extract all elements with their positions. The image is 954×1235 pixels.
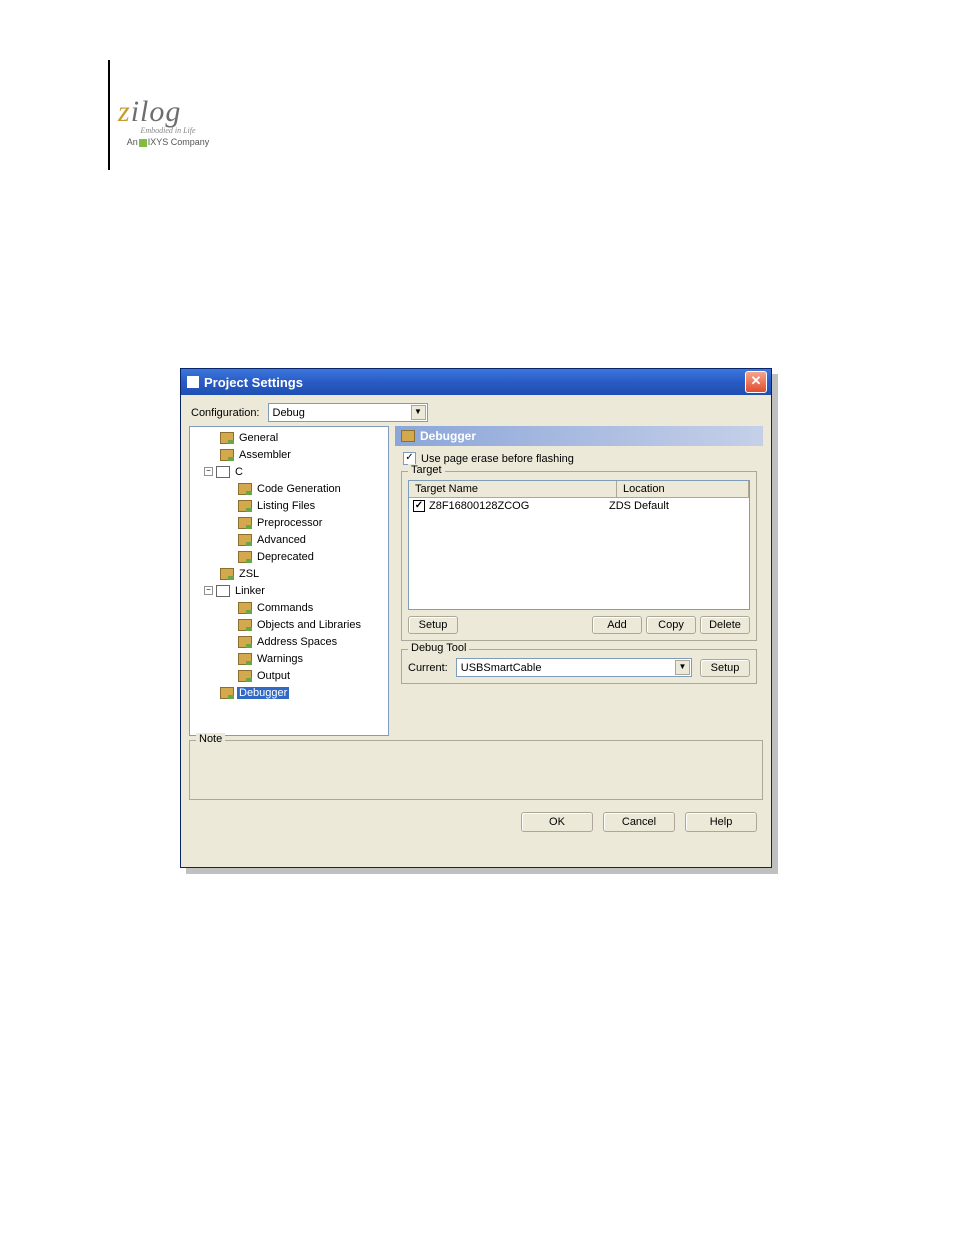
logo-ilog: ilog [131,95,182,128]
titlebar[interactable]: Project Settings ✕ [181,369,771,395]
tree-node-general[interactable]: General [192,429,386,446]
close-button[interactable]: ✕ [745,371,767,393]
tree-node-c[interactable]: − C [192,463,386,480]
project-settings-dialog: Project Settings ✕ Configuration: Debug … [180,368,772,868]
cancel-button[interactable]: Cancel [603,812,675,832]
tree-node-address-spaces[interactable]: Address Spaces [192,633,386,650]
col-location[interactable]: Location [617,481,749,497]
tree-node-advanced[interactable]: Advanced [192,531,386,548]
target-setup-button[interactable]: Setup [408,616,458,634]
tree-icon [238,517,252,529]
ok-button[interactable]: OK [521,812,593,832]
configuration-value: Debug [273,407,305,419]
debugger-panel: Debugger ✓ Use page erase before flashin… [395,426,763,736]
window-title: Project Settings [204,375,745,390]
target-fieldset: Target Target Name Location ✓ Z8F1680012… [401,471,757,641]
tree-icon [220,687,234,699]
target-delete-button[interactable]: Delete [700,616,750,634]
folder-icon [216,585,230,597]
help-button[interactable]: Help [685,812,757,832]
col-target-name[interactable]: Target Name [409,481,617,497]
tree-icon [238,670,252,682]
tree-node-output[interactable]: Output [192,667,386,684]
tree-node-debugger[interactable]: Debugger [192,684,386,701]
tree-node-warnings[interactable]: Warnings [192,650,386,667]
target-copy-button[interactable]: Copy [646,616,696,634]
ixys-box-icon [139,139,147,147]
target-listview[interactable]: Target Name Location ✓ Z8F16800128ZCOG Z… [408,480,750,610]
panel-title: Debugger [420,429,476,443]
folder-icon [216,466,230,478]
debug-tool-fieldset: Debug Tool Current: USBSmartCable ▼ Setu… [401,649,757,684]
target-row-name: Z8F16800128ZCOG [429,500,609,512]
configuration-row: Configuration: Debug ▼ [181,395,771,426]
debug-tool-legend: Debug Tool [408,642,469,654]
tree-node-code-generation[interactable]: Code Generation [192,480,386,497]
tree-node-zsl[interactable]: ZSL [192,565,386,582]
logo-text: zilog [118,95,218,129]
target-legend: Target [408,464,445,476]
tree-node-objects-and-libraries[interactable]: Objects and Libraries [192,616,386,633]
debug-tool-value: USBSmartCable [461,662,542,674]
tree-node-deprecated[interactable]: Deprecated [192,548,386,565]
note-fieldset: Note [189,740,763,800]
tree-icon [238,653,252,665]
debug-tool-combo[interactable]: USBSmartCable ▼ [456,658,692,677]
logo-z: z [118,95,131,128]
tree-node-preprocessor[interactable]: Preprocessor [192,514,386,531]
tree-icon [238,619,252,631]
logo: zilog Embodied in Life AnIXYS Company [118,95,218,147]
dialog-buttons: OK Cancel Help [181,808,771,842]
settings-tree[interactable]: General Assembler − C Code Generation [189,426,389,736]
window-icon [187,376,199,388]
configuration-combo[interactable]: Debug ▼ [268,403,428,422]
tree-icon [238,636,252,648]
tree-icon [220,568,234,580]
tree-node-commands[interactable]: Commands [192,599,386,616]
target-row[interactable]: ✓ Z8F16800128ZCOG ZDS Default [409,498,749,514]
listview-header: Target Name Location [409,481,749,498]
tree-selected-label: Debugger [237,687,289,699]
tree-node-listing-files[interactable]: Listing Files [192,497,386,514]
tree-icon [220,449,234,461]
debug-tool-current-label: Current: [408,662,448,674]
debug-tool-setup-button[interactable]: Setup [700,659,750,677]
tree-icon [238,602,252,614]
panel-header: Debugger [395,426,763,446]
tree-icon [238,483,252,495]
debugger-icon [401,430,415,442]
chevron-down-icon[interactable]: ▼ [411,405,426,420]
use-page-erase-row[interactable]: ✓ Use page erase before flashing [395,446,763,469]
configuration-label: Configuration: [191,407,260,419]
tree-icon [238,534,252,546]
target-row-checkbox[interactable]: ✓ [413,500,425,512]
use-page-erase-label: Use page erase before flashing [421,453,574,465]
tree-icon [220,432,234,444]
collapse-icon[interactable]: − [204,467,213,476]
logo-company: AnIXYS Company [118,137,218,147]
tree-node-linker[interactable]: − Linker [192,582,386,599]
tree-icon [238,551,252,563]
note-legend: Note [196,733,225,745]
chevron-down-icon[interactable]: ▼ [675,660,690,675]
target-row-location: ZDS Default [609,500,745,512]
target-add-button[interactable]: Add [592,616,642,634]
page-divider [108,60,110,170]
collapse-icon[interactable]: − [204,586,213,595]
tree-icon [238,500,252,512]
tree-node-assembler[interactable]: Assembler [192,446,386,463]
